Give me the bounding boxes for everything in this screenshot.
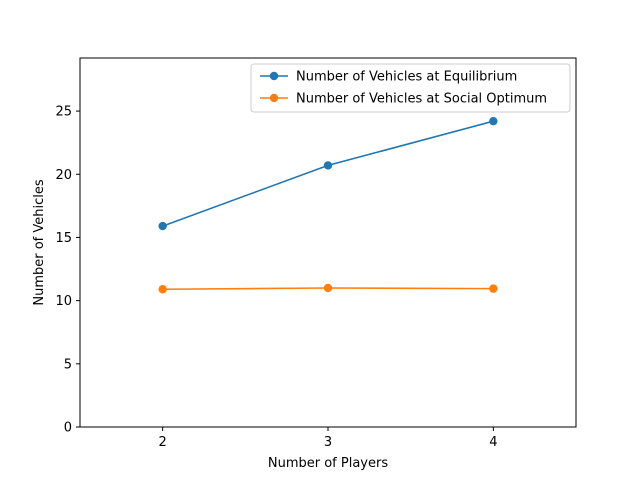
x-tick-label: 2: [159, 435, 167, 450]
legend-swatch-marker: [269, 93, 279, 103]
legend-entry-label: Number of Vehicles at Equilibrium: [296, 70, 517, 85]
y-axis-label: Number of Vehicles: [32, 179, 47, 306]
data-point-series-2: [158, 285, 167, 294]
series-layer: [158, 116, 498, 294]
y-tick-label: 10: [55, 294, 72, 309]
y-tick-label: 0: [64, 421, 72, 436]
y-tick-label: 20: [55, 168, 72, 183]
y-tick-label: 5: [64, 357, 72, 372]
data-point-series-1: [323, 161, 333, 170]
y-tick-label: 25: [55, 105, 72, 120]
data-point-series-1: [158, 221, 167, 231]
legend: Number of Vehicles at Equilibrium Number …: [250, 63, 571, 113]
plot-frame: [79, 57, 577, 428]
x-axis-label: Number of Players: [268, 456, 388, 471]
data-point-series-1: [489, 116, 498, 126]
legend-swatch-marker: [269, 71, 279, 81]
legend-box: [250, 63, 571, 113]
x-tick-label: 4: [489, 435, 497, 450]
legend-entry-label: Number of Vehicles at Social Optimum: [296, 92, 547, 107]
y-axis-ticks: 0 5 10 15 20 25: [55, 105, 80, 436]
data-point-series-2: [489, 284, 498, 293]
data-point-series-2: [323, 283, 333, 293]
x-tick-label: 3: [324, 435, 332, 450]
x-axis-ticks: 2 3 4: [159, 427, 497, 450]
series-line-1: [162, 120, 494, 227]
y-tick-label: 15: [55, 231, 72, 246]
